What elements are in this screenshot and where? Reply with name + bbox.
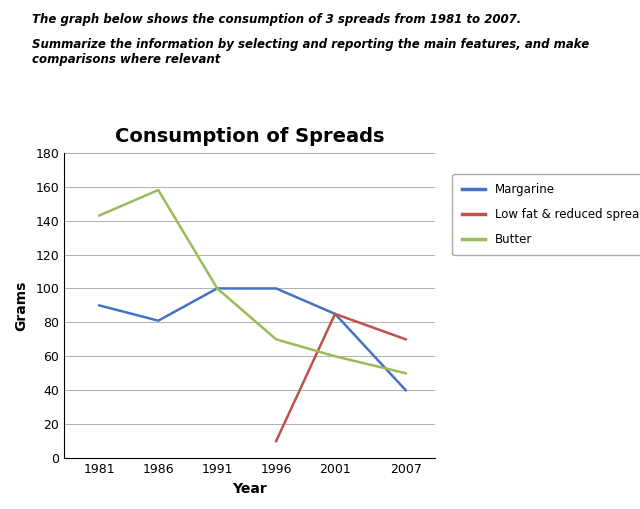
Title: Consumption of Spreads: Consumption of Spreads (115, 127, 385, 146)
Text: Summarize the information by selecting and reporting the main features, and make: Summarize the information by selecting a… (32, 38, 589, 66)
Y-axis label: Grams: Grams (14, 280, 28, 330)
Text: The graph below shows the consumption of 3 spreads from 1981 to 2007.: The graph below shows the consumption of… (32, 13, 521, 26)
Legend: Margarine, Low fat & reduced spreads, Butter: Margarine, Low fat & reduced spreads, Bu… (452, 174, 640, 256)
X-axis label: Year: Year (232, 482, 267, 496)
